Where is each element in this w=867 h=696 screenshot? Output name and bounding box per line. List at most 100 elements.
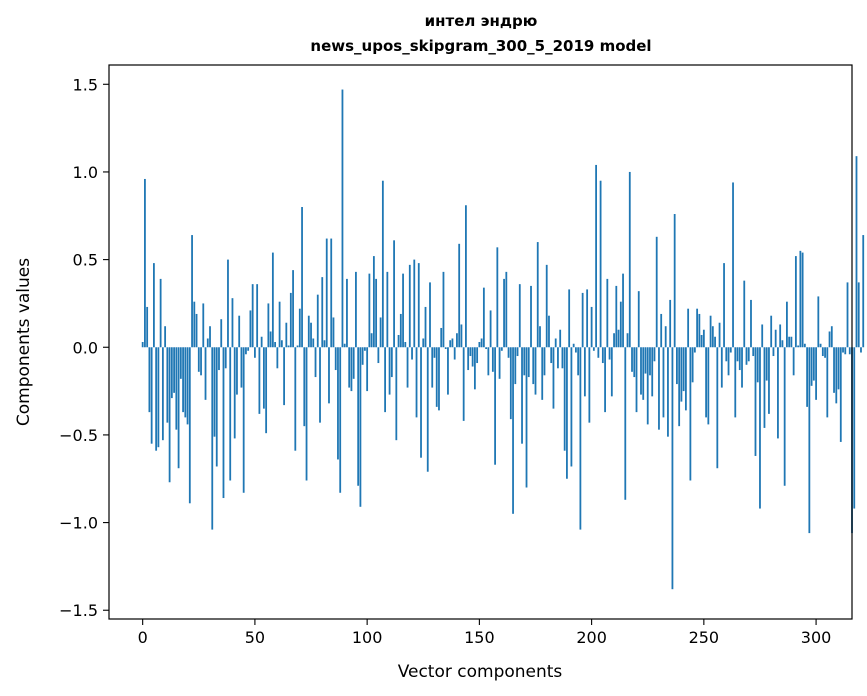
x-tick-label: 50 (245, 628, 265, 647)
bar (846, 282, 849, 348)
bar (433, 347, 436, 358)
bar (296, 345, 299, 348)
bar (689, 347, 692, 481)
bar (456, 333, 458, 348)
bar (799, 250, 802, 348)
bar (242, 347, 245, 493)
bar (566, 347, 568, 479)
bar (305, 347, 308, 481)
bar (810, 347, 813, 386)
bar (855, 156, 858, 348)
bar (509, 347, 512, 420)
x-tick-label: 150 (464, 628, 495, 647)
bar (518, 284, 521, 348)
bar (750, 299, 752, 348)
bar (514, 347, 517, 385)
bar (238, 315, 241, 348)
bar (581, 292, 584, 348)
bar (523, 347, 526, 376)
bar (435, 347, 438, 407)
bar (530, 285, 532, 348)
bar (195, 313, 198, 348)
bar (716, 347, 719, 469)
y-axis-label: Components values (14, 258, 34, 426)
x-tick-label: 250 (689, 628, 720, 647)
bar (204, 347, 207, 400)
bar (202, 303, 205, 348)
bar-series (141, 89, 865, 590)
bar (310, 322, 312, 348)
bar (249, 310, 252, 348)
y-tick-label: 0.5 (73, 251, 98, 270)
bar (330, 238, 333, 348)
bar (191, 235, 193, 348)
bar (372, 256, 375, 348)
bar (777, 347, 779, 439)
bar (350, 347, 353, 392)
bar (527, 347, 530, 378)
bar (168, 347, 171, 483)
bar (292, 270, 294, 348)
bar (835, 347, 838, 404)
bar (684, 347, 687, 411)
y-tick-label: −1.5 (59, 601, 98, 620)
bar (496, 247, 499, 348)
bar (539, 326, 541, 348)
bar (393, 240, 395, 348)
y-tick-label: 1.5 (73, 75, 98, 94)
bar (559, 329, 562, 348)
bar (303, 347, 306, 427)
bar (516, 347, 519, 357)
bar (626, 333, 629, 348)
bar (781, 340, 784, 348)
bar (444, 347, 447, 350)
bar (660, 313, 663, 348)
bar (633, 347, 636, 378)
bar (442, 271, 445, 348)
bar (188, 347, 191, 504)
bar (498, 347, 501, 379)
bar (301, 207, 303, 348)
bar (586, 289, 589, 348)
bar (316, 294, 319, 348)
bar (853, 347, 856, 509)
bar (357, 347, 360, 486)
bar (788, 336, 791, 348)
bar (673, 214, 676, 348)
bar (166, 347, 169, 423)
bar (640, 347, 642, 395)
bar (280, 340, 283, 348)
bar (161, 347, 164, 441)
bar (206, 338, 209, 348)
x-tick-label: 300 (801, 628, 832, 647)
bar (269, 331, 272, 348)
bar (631, 347, 633, 372)
bar (754, 347, 757, 456)
bar (424, 306, 427, 348)
chart-title: интел эндрю (425, 12, 538, 30)
bar (148, 347, 151, 413)
bar (177, 347, 180, 469)
bar (561, 347, 564, 369)
bar (783, 347, 786, 486)
bar (467, 347, 470, 371)
bar (458, 243, 461, 348)
bar (482, 287, 485, 348)
bar (707, 347, 710, 425)
bar (341, 89, 344, 348)
bar (842, 347, 844, 353)
y-tick-label: 1.0 (73, 163, 98, 182)
bar (453, 347, 456, 360)
bar (348, 347, 351, 388)
bar (543, 347, 546, 376)
bar (265, 347, 268, 434)
bar (307, 315, 310, 348)
bar (213, 347, 216, 437)
y-tick-label: 0.0 (73, 338, 98, 357)
bar (608, 347, 611, 360)
bar (364, 347, 366, 351)
bar (830, 326, 833, 348)
bar (487, 347, 490, 376)
bar (321, 277, 324, 348)
